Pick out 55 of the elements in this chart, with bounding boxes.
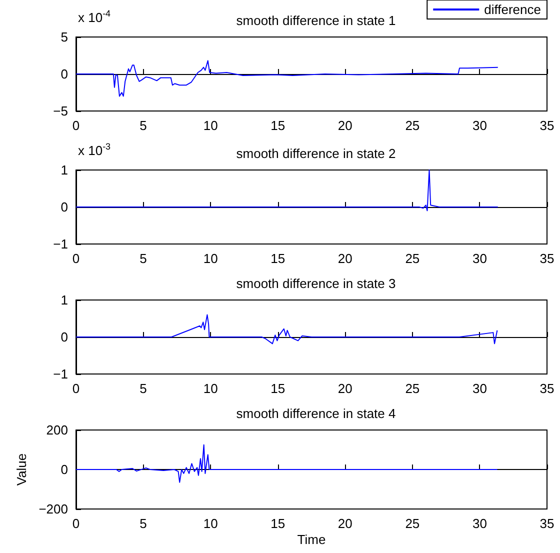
y-tick-label: −1 [53,236,68,252]
line-series [76,60,498,97]
x-tick-label: 35 [540,381,554,396]
x-tick-label: 0 [72,118,80,133]
y-tick-label: −5 [53,104,68,118]
x-tick-label: 25 [405,516,420,531]
x-tick-label: 15 [270,516,286,531]
x-tick-label: 15 [270,118,286,133]
x-tick-label: 10 [203,381,218,396]
y-tick-label: 5 [60,30,68,44]
chart-title: smooth difference in state 3 [236,276,396,291]
y-tick-label: 1 [60,162,68,178]
x-tick-label: 35 [540,516,554,531]
x-tick-label: 20 [338,516,352,531]
x-tick-label: 20 [338,118,352,133]
x-tick-label: 30 [472,118,487,133]
x-tick-label: 15 [270,381,286,396]
y-tick-label: 0 [60,330,68,344]
chart-title: smooth difference in state 4 [236,406,396,421]
legend-label: difference [484,2,542,17]
y-tick-label: 1 [60,292,68,308]
x-tick-label: 20 [338,381,352,396]
x-tick-label: 30 [472,251,487,266]
x-tick-label: 20 [338,251,352,266]
x-tick-label: 0 [72,251,80,266]
chart-title: smooth difference in state 1 [236,13,396,28]
x-tick-label: 10 [203,251,218,266]
y-tick-label: −1 [53,366,68,382]
x-tick-label: 0 [72,381,80,396]
y-tick-label: −200 [38,502,68,516]
x-tick-label: 25 [405,381,420,396]
line-series [76,170,498,212]
x-tick-label: 10 [203,118,218,133]
y-tick-label: 0 [60,66,68,82]
y-tick-label: 200 [46,422,68,438]
x-tick-label: 15 [270,251,286,266]
x-tick-label: 25 [405,251,420,266]
x-tick-label: 5 [140,251,147,266]
x-tick-label: 5 [140,381,147,396]
x-tick-label: 35 [540,118,554,133]
x-tick-label: 30 [472,381,487,396]
x-tick-label: 30 [472,516,487,531]
y-tick-label: 0 [60,200,68,214]
x-tick-label: 35 [540,251,554,266]
x-axis-title: Time [297,532,326,547]
chart-title: smooth difference in state 2 [236,146,396,161]
y-axis-title: Value [14,453,29,486]
x-tick-label: 5 [140,118,147,133]
y-tick-label: 0 [60,462,68,477]
x-tick-label: 25 [405,118,420,133]
line-series [76,444,498,483]
x-tick-label: 0 [72,516,80,531]
x-tick-label: 5 [140,516,147,531]
x-tick-label: 10 [203,516,218,531]
line-series [76,314,498,344]
